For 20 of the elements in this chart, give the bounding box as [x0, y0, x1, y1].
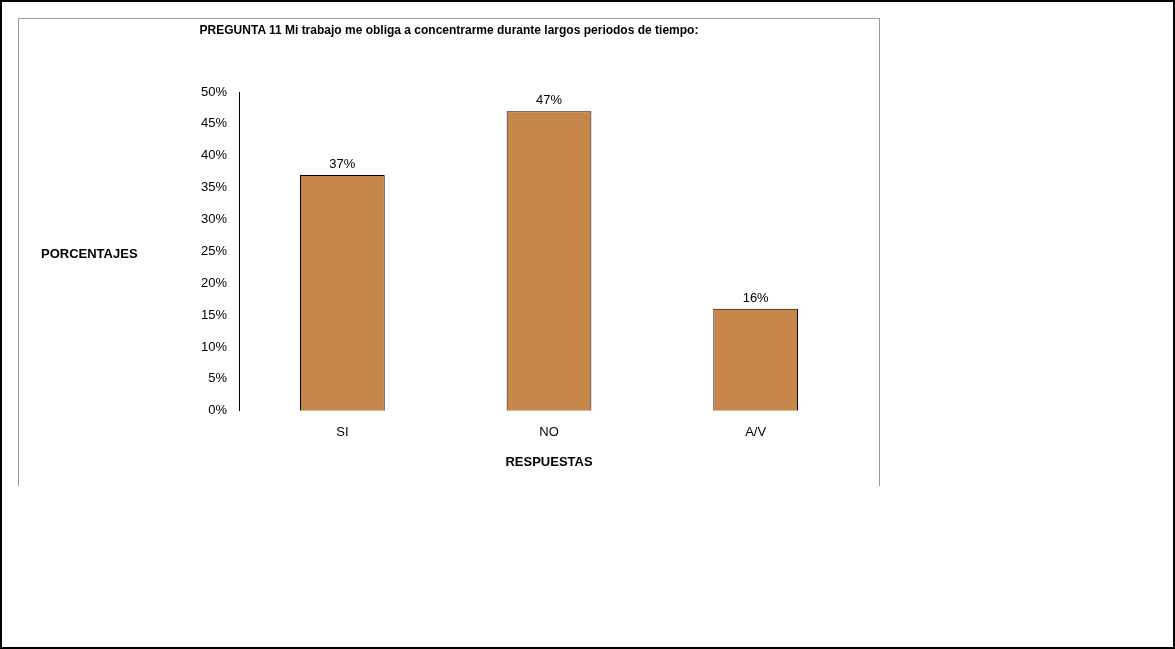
y-tick-label: 50%	[200, 83, 228, 99]
y-tick-label: 0%	[208, 402, 228, 418]
y-tick-label: 40%	[200, 147, 228, 163]
y-tick-label: 45%	[200, 115, 228, 131]
data-label: 47%	[535, 92, 563, 108]
x-tick-label: NO	[539, 424, 559, 440]
y-tick-label: 25%	[200, 242, 228, 258]
data-label: 37%	[329, 155, 356, 171]
y-tick-label: 20%	[200, 274, 228, 290]
y-tick-label: 30%	[200, 211, 228, 227]
data-label: 16%	[742, 289, 770, 305]
y-tick-label: 15%	[200, 306, 228, 322]
y-tick-label: 5%	[208, 370, 228, 386]
y-tick-label: 10%	[200, 338, 228, 354]
x-tick-label: A/V	[745, 424, 767, 440]
y-tick-label: 35%	[200, 179, 228, 195]
x-axis-title: RESPUESTAS	[505, 453, 593, 469]
x-tick-label: SI	[336, 424, 349, 440]
y-axis-title: PORCENTAJES	[41, 246, 138, 261]
chart-title: PREGUNTA 11 Mi trabajo me obliga a concentrarme durante largos periodos de tiempo:	[198, 23, 700, 37]
